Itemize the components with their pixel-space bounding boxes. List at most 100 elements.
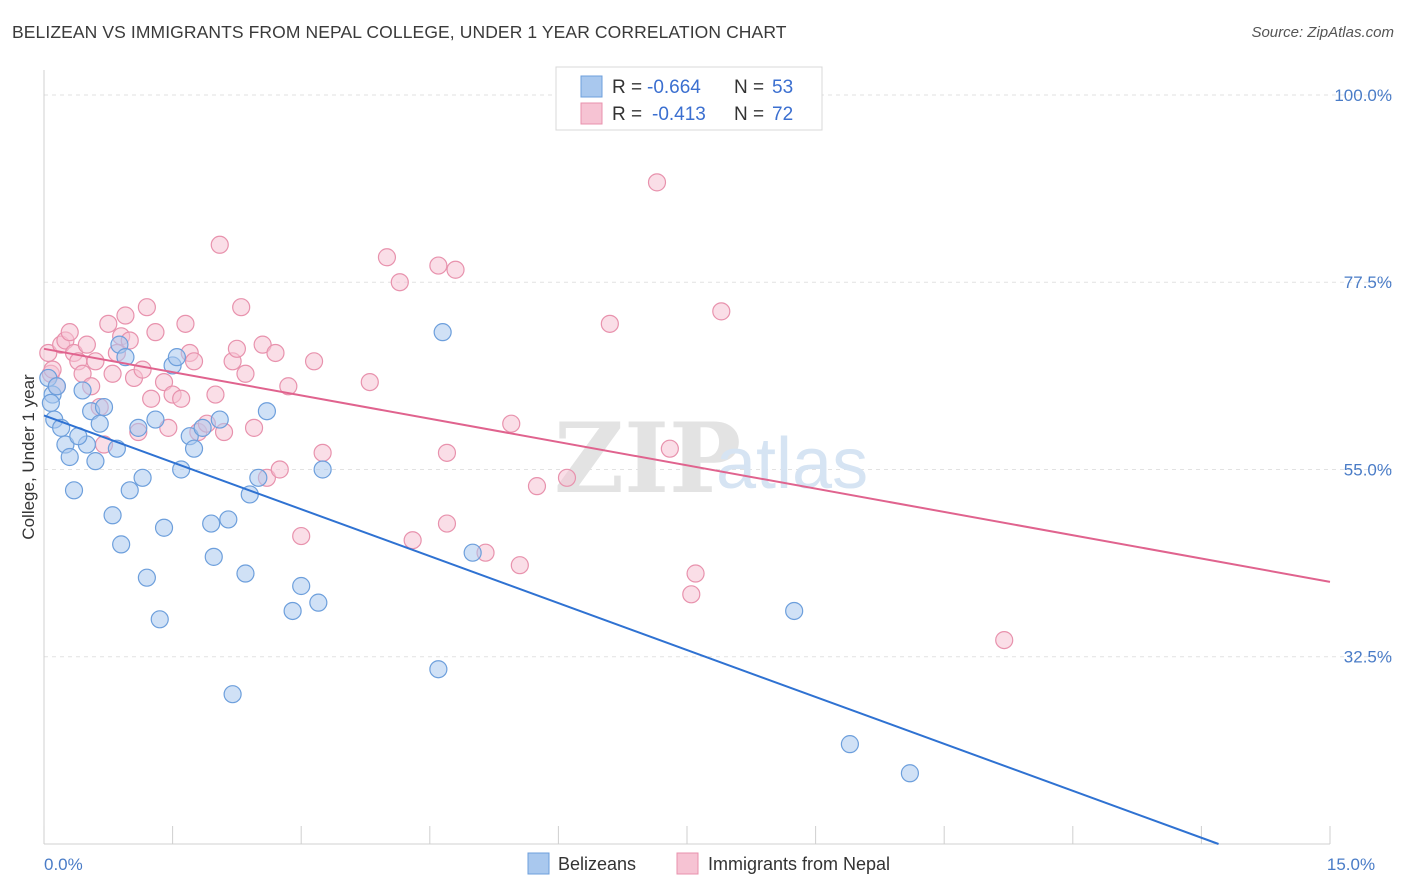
legend-n-label-blue: N = — [734, 77, 764, 98]
watermark-atlas: atlas — [716, 424, 868, 504]
nepal-point-59 — [437, 514, 457, 533]
source-label: Source: ZipAtlas.com — [1251, 24, 1394, 41]
belizeans-point-36 — [223, 685, 242, 704]
belizeans-point-46 — [433, 323, 452, 342]
nepal-point-66 — [647, 173, 667, 192]
nepal-point-48 — [279, 377, 298, 396]
nepal-point-19 — [116, 306, 135, 325]
nepal-point-67 — [660, 439, 679, 458]
belizeans-point-49 — [840, 735, 859, 754]
legend-n-value-blue: 53 — [772, 77, 793, 98]
series-legend: Belizeans Immigrants from Nepal — [527, 852, 890, 875]
belizeans-point-41 — [283, 601, 302, 621]
nepal-point-27 — [154, 372, 174, 392]
watermark: ZIP atlas — [554, 402, 868, 515]
y-tick-labels: 32.5% 55.0% 77.5% 100.0% — [1334, 86, 1392, 667]
belizeans-point-11 — [86, 452, 105, 471]
belizeans-point-6 — [60, 447, 79, 467]
belizeans-trend-line — [43, 414, 1219, 845]
trend-lines — [43, 347, 1331, 845]
chart-title: BELIZEAN VS IMMIGRANTS FROM NEPAL COLLEG… — [12, 22, 787, 42]
nepal-point-16 — [103, 364, 122, 383]
belizeans-point-21 — [133, 468, 152, 487]
nepal-point-70 — [712, 302, 731, 321]
belizeans-point-42 — [292, 576, 311, 596]
legend-n-value-pink: 72 — [772, 104, 793, 125]
belizeans-point-48 — [785, 601, 804, 621]
nepal-point-44 — [253, 335, 272, 354]
nepal-point-23 — [133, 360, 152, 379]
x-tick-label-min: 0.0% — [44, 855, 83, 874]
nepal-point-51 — [313, 443, 332, 462]
nepal-point-31 — [176, 314, 195, 333]
belizeans-point-27 — [167, 348, 186, 367]
nepal-point-62 — [510, 556, 529, 575]
nepal-point-52 — [360, 372, 379, 392]
belizeans-point-44 — [313, 460, 332, 479]
belizeans-point-17 — [112, 535, 131, 554]
belizeans-point-47 — [463, 543, 482, 562]
nepal-point-47 — [270, 460, 289, 479]
nepal-point-15 — [99, 314, 118, 333]
x-tick-marks — [43, 826, 1331, 844]
bottom-legend-label-belizeans: Belizeans — [558, 854, 636, 874]
belizeans-point-7 — [64, 481, 84, 500]
nepal-point-33 — [184, 352, 204, 371]
bottom-legend-swatch-pink — [676, 852, 699, 875]
belizeans-point-14 — [103, 506, 122, 525]
nepal-point-64 — [557, 468, 577, 487]
legend-r-label-pink: R = — [612, 104, 642, 125]
y-tick-label-2: 77.5% — [1344, 273, 1392, 292]
belizeans-point-2 — [47, 377, 66, 396]
legend-r-value-blue: -0.664 — [647, 77, 701, 98]
nepal-point-36 — [206, 385, 225, 404]
legend-n-label-pink: N = — [734, 104, 764, 125]
nepal-point-30 — [172, 389, 191, 408]
belizeans-point-51 — [41, 393, 60, 413]
belizeans-point-39 — [249, 468, 268, 487]
nepal-point-10 — [77, 335, 96, 354]
x-tick-label-max: 15.0% — [1327, 855, 1375, 874]
nepal-point-68 — [682, 585, 701, 604]
y-tick-label-0: 32.5% — [1344, 648, 1392, 667]
legend-swatch-blue — [580, 75, 603, 98]
nepal-point-12 — [86, 352, 105, 371]
nepal-point-56 — [429, 256, 448, 275]
nepal-point-49 — [292, 526, 311, 546]
belizeans-point-30 — [184, 439, 204, 458]
belizeans-point-50 — [900, 764, 920, 783]
nepal-point-63 — [527, 477, 547, 496]
y-tick-label-3: 100.0% — [1334, 86, 1392, 105]
stats-legend: R = -0.664 N = 53 R = -0.413 N = 72 — [555, 66, 823, 131]
series-nepal-points — [39, 173, 1014, 650]
legend-swatch-pink — [580, 102, 603, 125]
nepal-trend-line — [43, 347, 1331, 583]
belizeans-point-20 — [129, 418, 148, 437]
belizeans-point-25 — [154, 518, 174, 537]
belizeans-point-12 — [90, 414, 109, 433]
belizeans-point-33 — [204, 547, 223, 566]
nepal-point-50 — [304, 352, 324, 371]
belizeans-point-35 — [219, 510, 238, 529]
nepal-point-57 — [437, 443, 457, 462]
belizeans-point-37 — [236, 564, 255, 583]
nepal-point-61 — [502, 414, 521, 433]
legend-r-label-blue: R = — [612, 77, 642, 98]
nepal-point-40 — [227, 339, 246, 358]
belizeans-point-23 — [146, 410, 165, 429]
belizeans-point-43 — [309, 593, 328, 612]
nepal-point-53 — [377, 248, 397, 267]
legend-r-value-pink: -0.413 — [652, 104, 706, 125]
bottom-legend-swatch-blue — [527, 852, 550, 875]
nepal-point-43 — [244, 418, 264, 437]
nepal-point-58 — [446, 260, 465, 279]
nepal-point-28 — [159, 418, 178, 437]
belizeans-point-31 — [193, 418, 212, 437]
belizeans-point-8 — [73, 381, 92, 400]
nepal-point-41 — [232, 298, 251, 317]
nepal-point-37 — [210, 235, 229, 254]
nepal-point-26 — [146, 323, 165, 342]
belizeans-point-13 — [94, 397, 114, 417]
nepal-point-24 — [137, 298, 156, 317]
